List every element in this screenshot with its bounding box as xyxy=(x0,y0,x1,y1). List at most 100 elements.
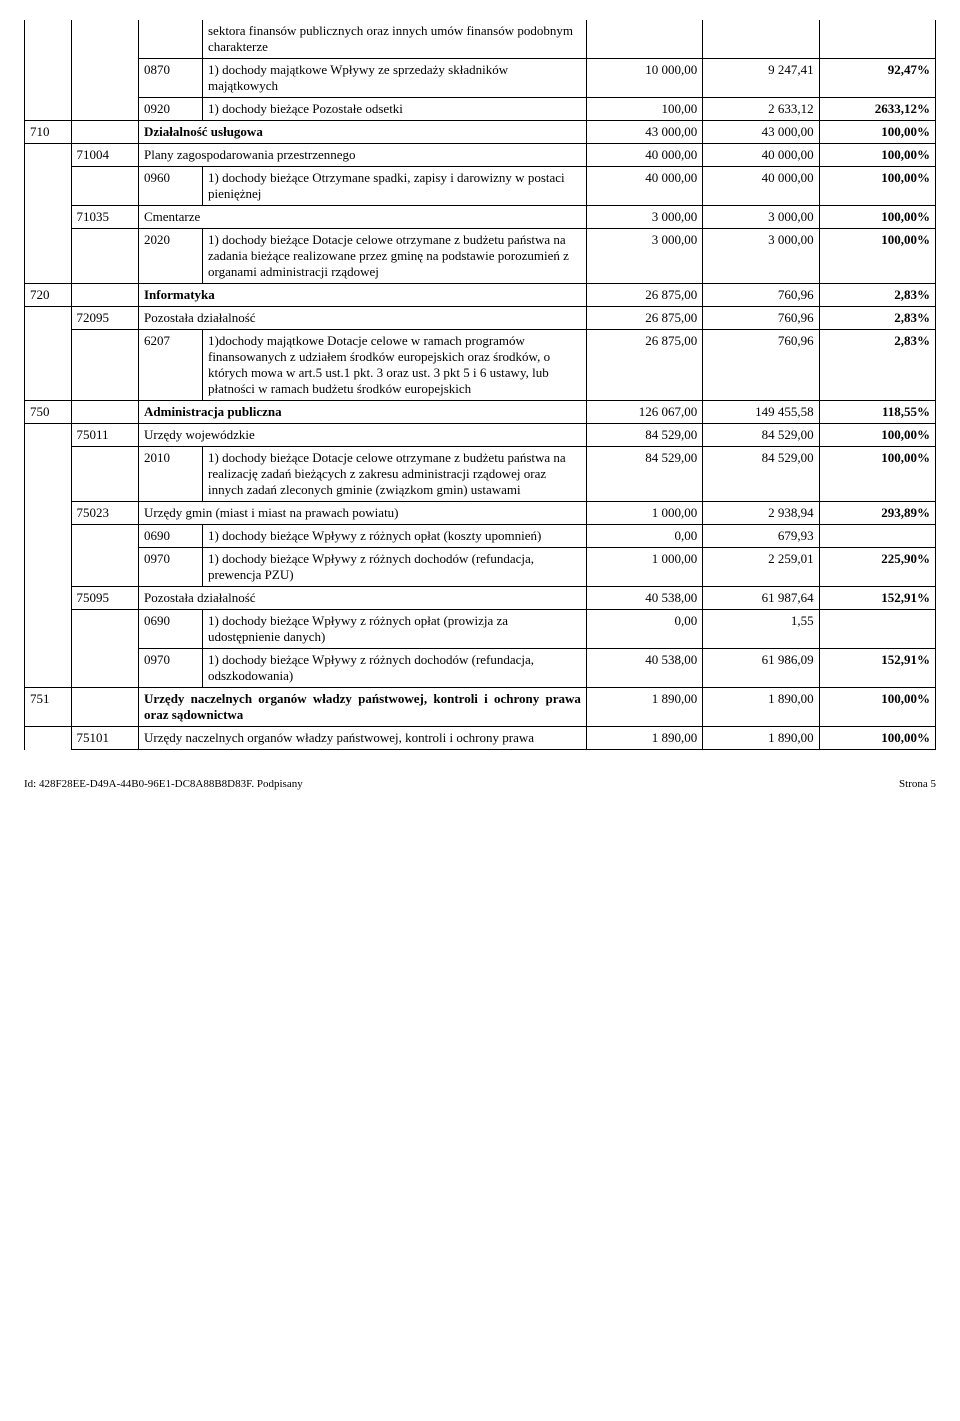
cell-c7: 225,90% xyxy=(819,548,935,587)
table-row: 750Administracja publiczna126 067,00149 … xyxy=(25,401,936,424)
cell-c1 xyxy=(25,424,72,447)
cell-c5: 43 000,00 xyxy=(586,121,702,144)
cell-c2 xyxy=(71,525,138,548)
cell-c6: 1 890,00 xyxy=(703,688,819,727)
cell-c4: 1) dochody bieżące Wpływy z różnych opła… xyxy=(202,610,586,649)
cell-c4: Pozostała działalność xyxy=(139,307,587,330)
cell-c2 xyxy=(71,59,138,98)
cell-c3: 0690 xyxy=(139,525,203,548)
cell-c6: 40 000,00 xyxy=(703,144,819,167)
cell-c5: 26 875,00 xyxy=(586,307,702,330)
cell-c4: Działalność usługowa xyxy=(139,121,587,144)
cell-c1 xyxy=(25,525,72,548)
cell-c4: 1) dochody bieżące Wpływy z różnych opła… xyxy=(202,525,586,548)
cell-c6: 9 247,41 xyxy=(703,59,819,98)
cell-c1: 720 xyxy=(25,284,72,307)
table-row: 720Informatyka26 875,00760,962,83% xyxy=(25,284,936,307)
cell-c5: 40 538,00 xyxy=(586,587,702,610)
cell-c7: 2,83% xyxy=(819,330,935,401)
cell-c7: 100,00% xyxy=(819,229,935,284)
cell-c1 xyxy=(25,502,72,525)
cell-c5: 100,00 xyxy=(586,98,702,121)
cell-c6: 149 455,58 xyxy=(703,401,819,424)
cell-c4: 1) dochody bieżące Pozostałe odsetki xyxy=(202,98,586,121)
cell-c1 xyxy=(25,330,72,401)
cell-c2 xyxy=(71,98,138,121)
table-row: 710Działalność usługowa43 000,0043 000,0… xyxy=(25,121,936,144)
cell-c4: Urzędy wojewódzkie xyxy=(139,424,587,447)
cell-c2 xyxy=(71,447,138,502)
cell-c1 xyxy=(25,20,72,59)
cell-c6: 679,93 xyxy=(703,525,819,548)
cell-c4: Urzędy gmin (miast i miast na prawach po… xyxy=(139,502,587,525)
cell-c2 xyxy=(71,20,138,59)
cell-c1 xyxy=(25,307,72,330)
cell-c3: 6207 xyxy=(139,330,203,401)
table-row: 09201) dochody bieżące Pozostałe odsetki… xyxy=(25,98,936,121)
cell-c7: 100,00% xyxy=(819,447,935,502)
cell-c6: 760,96 xyxy=(703,330,819,401)
cell-c3: 2020 xyxy=(139,229,203,284)
cell-c5: 40 000,00 xyxy=(586,167,702,206)
cell-c1 xyxy=(25,206,72,229)
cell-c6: 1,55 xyxy=(703,610,819,649)
footer-id: Id: 428F28EE-D49A-44B0-96E1-DC8A88B8D83F… xyxy=(24,778,303,790)
cell-c2 xyxy=(71,330,138,401)
cell-c4: 1) dochody bieżące Dotacje celowe otrzym… xyxy=(202,229,586,284)
cell-c6: 3 000,00 xyxy=(703,229,819,284)
cell-c5: 40 000,00 xyxy=(586,144,702,167)
cell-c5: 84 529,00 xyxy=(586,447,702,502)
cell-c4: 1) dochody majątkowe Wpływy ze sprzedaży… xyxy=(202,59,586,98)
cell-c7: 2633,12% xyxy=(819,98,935,121)
cell-c4: 1) dochody bieżące Dotacje celowe otrzym… xyxy=(202,447,586,502)
cell-c5: 0,00 xyxy=(586,610,702,649)
cell-c1 xyxy=(25,59,72,98)
cell-c5: 3 000,00 xyxy=(586,206,702,229)
cell-c5: 1 000,00 xyxy=(586,548,702,587)
cell-c1 xyxy=(25,98,72,121)
cell-c4: Urzędy naczelnych organów władzy państwo… xyxy=(139,688,587,727)
cell-c3: 0690 xyxy=(139,610,203,649)
table-row: 72095Pozostała działalność26 875,00760,9… xyxy=(25,307,936,330)
cell-c1 xyxy=(25,144,72,167)
cell-c5: 10 000,00 xyxy=(586,59,702,98)
cell-c7: 100,00% xyxy=(819,144,935,167)
cell-c6: 760,96 xyxy=(703,284,819,307)
table-row: 06901) dochody bieżące Wpływy z różnych … xyxy=(25,525,936,548)
budget-table: sektora finansów publicznych oraz innych… xyxy=(24,20,936,750)
cell-c1 xyxy=(25,610,72,649)
cell-c7: 100,00% xyxy=(819,727,935,750)
table-row: 09701) dochody bieżące Wpływy z różnych … xyxy=(25,649,936,688)
cell-c3: 0920 xyxy=(139,98,203,121)
cell-c5: 84 529,00 xyxy=(586,424,702,447)
table-row: 20201) dochody bieżące Dotacje celowe ot… xyxy=(25,229,936,284)
table-row: 06901) dochody bieżące Wpływy z różnych … xyxy=(25,610,936,649)
table-row: sektora finansów publicznych oraz innych… xyxy=(25,20,936,59)
cell-c3: 0970 xyxy=(139,649,203,688)
cell-c2: 75101 xyxy=(71,727,138,750)
table-row: 75095Pozostała działalność40 538,0061 98… xyxy=(25,587,936,610)
cell-c1: 710 xyxy=(25,121,72,144)
table-row: 09601) dochody bieżące Otrzymane spadki,… xyxy=(25,167,936,206)
cell-c5: 40 538,00 xyxy=(586,649,702,688)
footer: Id: 428F28EE-D49A-44B0-96E1-DC8A88B8D83F… xyxy=(24,778,936,790)
cell-c1: 750 xyxy=(25,401,72,424)
cell-c6: 760,96 xyxy=(703,307,819,330)
cell-c7: 100,00% xyxy=(819,167,935,206)
cell-c1 xyxy=(25,229,72,284)
cell-c7: 92,47% xyxy=(819,59,935,98)
cell-c2 xyxy=(71,401,138,424)
cell-c6: 1 890,00 xyxy=(703,727,819,750)
cell-c2: 75023 xyxy=(71,502,138,525)
cell-c3: 0870 xyxy=(139,59,203,98)
cell-c7: 152,91% xyxy=(819,587,935,610)
cell-c5 xyxy=(586,20,702,59)
cell-c2: 75095 xyxy=(71,587,138,610)
cell-c1 xyxy=(25,727,72,750)
cell-c5: 26 875,00 xyxy=(586,330,702,401)
cell-c4: sektora finansów publicznych oraz innych… xyxy=(202,20,586,59)
cell-c7 xyxy=(819,610,935,649)
table-row: 20101) dochody bieżące Dotacje celowe ot… xyxy=(25,447,936,502)
table-row: 71035Cmentarze3 000,003 000,00100,00% xyxy=(25,206,936,229)
cell-c1 xyxy=(25,167,72,206)
